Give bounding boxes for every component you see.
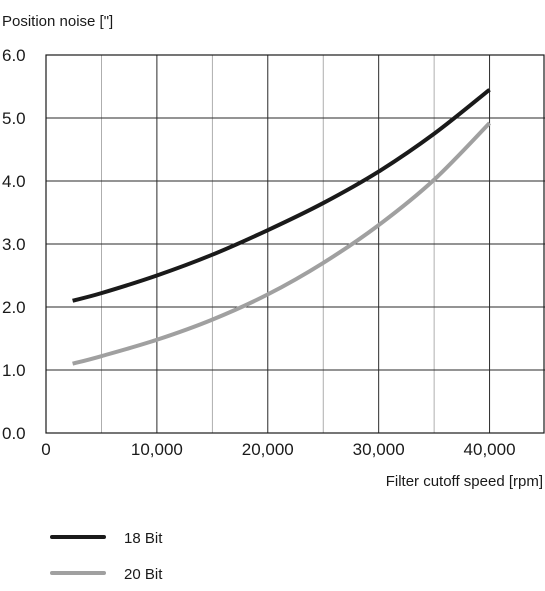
legend-label: 20 Bit (124, 566, 163, 583)
y-tick-label: 0.0 (2, 424, 26, 443)
legend-label: 18 Bit (124, 530, 163, 547)
y-tick-label: 1.0 (2, 361, 26, 380)
y-axis-label: Position noise ["] (2, 13, 113, 30)
x-tick-labels: 0 10,000 20,000 30,000 40,000 (41, 440, 515, 459)
y-tick-label: 5.0 (2, 109, 26, 128)
plot-frame (45, 54, 545, 434)
series-line-18-bit (72, 88, 491, 303)
y-tick-label: 6.0 (2, 46, 26, 65)
series-lines (72, 88, 491, 366)
x-tick-label: 40,000 (464, 440, 516, 459)
series-line-20-bit (72, 121, 491, 366)
grid (46, 55, 545, 433)
y-tick-labels: 0.0 1.0 2.0 3.0 4.0 5.0 6.0 (2, 46, 26, 443)
x-tick-label: 20,000 (242, 440, 294, 459)
x-tick-label: 0 (41, 440, 50, 459)
plot-border (45, 54, 545, 434)
x-tick-label: 10,000 (131, 440, 183, 459)
legend: 18 Bit 20 Bit (50, 530, 163, 583)
y-tick-label: 2.0 (2, 298, 26, 317)
x-axis-label: Filter cutoff speed [rpm] (386, 473, 543, 490)
y-tick-label: 4.0 (2, 172, 26, 191)
y-tick-label: 3.0 (2, 235, 26, 254)
x-tick-label: 30,000 (353, 440, 405, 459)
